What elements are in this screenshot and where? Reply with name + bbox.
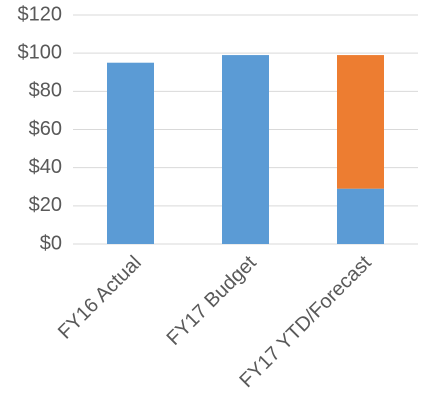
y-tick-label: $0 [40,232,62,254]
bar-segment [337,55,384,189]
x-tick-label: FY16 Actual [54,252,146,344]
x-tick-label: FY17 Budget [163,251,261,349]
y-tick-label: $80 [29,80,62,102]
bar-segment [222,55,269,245]
y-tick-label: $40 [29,156,62,178]
y-tick-label: $100 [18,41,63,63]
x-tick-label: FY17 YTD/Forecast [236,251,377,392]
y-tick-label: $120 [18,3,63,25]
bar-segment [337,188,384,244]
bar-segment [107,62,154,245]
y-tick-label: $60 [29,118,62,140]
y-tick-label: $20 [29,194,62,216]
